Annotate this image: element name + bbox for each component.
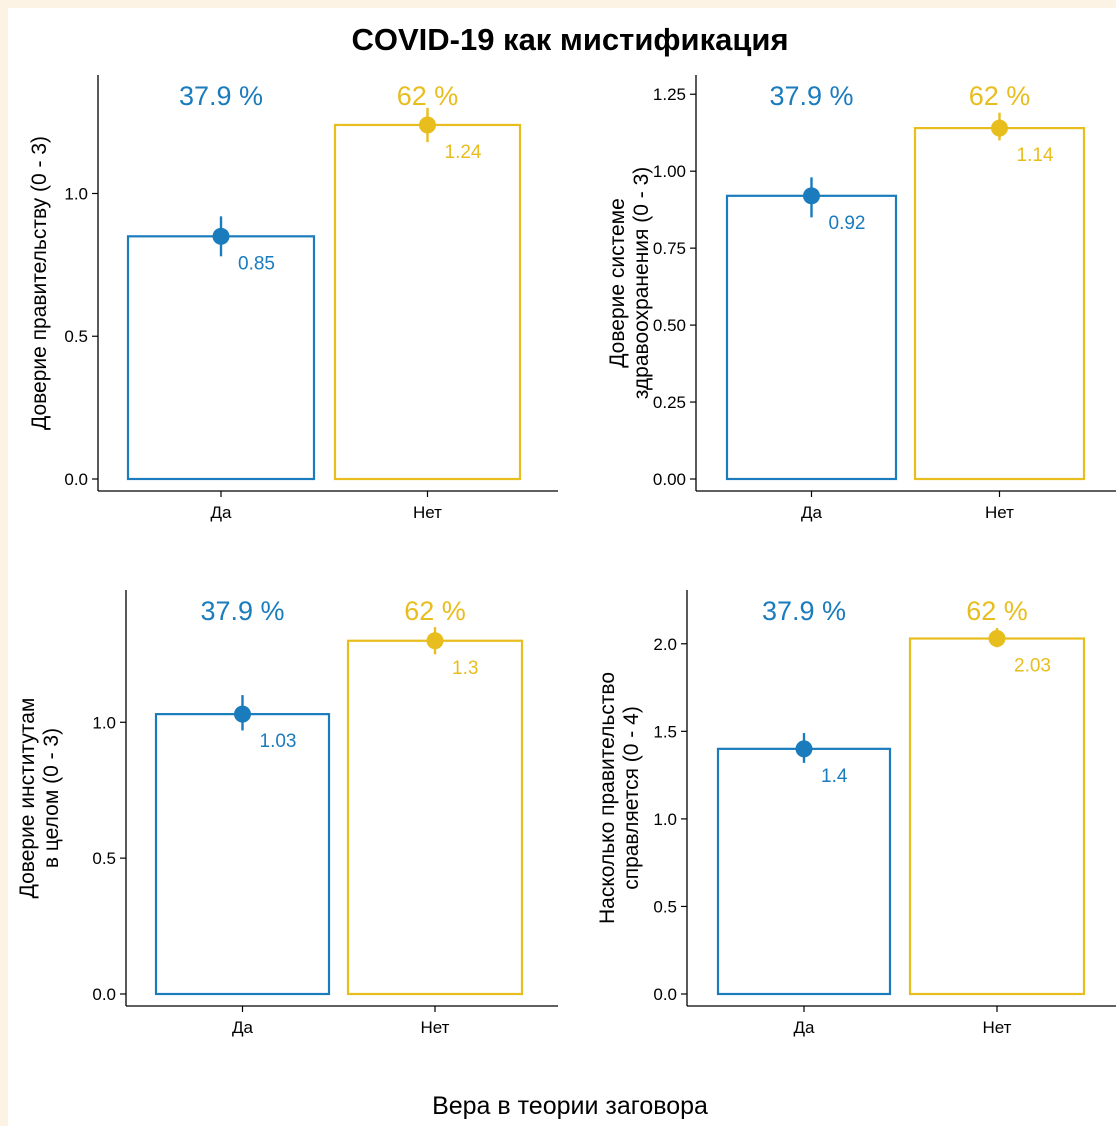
x-tick-label: Нет <box>983 1018 1012 1037</box>
bar <box>333 123 522 481</box>
y-axis-label: Доверие правительству (0 - 3) <box>28 136 51 430</box>
y-tick-label: 1.5 <box>653 722 677 741</box>
y-tick-label: 0.0 <box>653 985 677 1004</box>
y-tick-label: 0.0 <box>64 470 88 489</box>
y-axis-label: Доверие системездравоохранения (0 - 3) <box>606 167 653 400</box>
y-axis-label: Доверие институтамв целом (0 - 3) <box>16 698 63 899</box>
value-label: 0.85 <box>238 253 275 274</box>
chart-panel: 0.0 0.5 1.0 Доверие институтамв целом (0 - … <box>16 590 558 1037</box>
figure-canvas: COVID-19 как мистификация 0.0 0.5 1.0 Довер… <box>8 8 1116 1126</box>
x-tick-label: Нет <box>421 1018 450 1037</box>
value-label: 1.24 <box>445 142 482 163</box>
y-tick-label: 1.0 <box>64 184 88 203</box>
chart-panels: 0.0 0.5 1.0 Доверие правительству (0 - 3) Да… <box>16 75 1116 1037</box>
percent-label: 37.9 % <box>769 81 853 111</box>
y-axis-label-line: Насколько правительство <box>596 672 619 924</box>
data-point <box>991 119 1008 137</box>
y-tick-label: 0.75 <box>653 239 686 258</box>
bar <box>913 126 1086 481</box>
percent-label: 37.9 % <box>200 596 284 626</box>
percent-label: 37.9 % <box>179 81 263 111</box>
y-tick-label: 0.25 <box>653 393 686 412</box>
bar <box>346 639 524 996</box>
x-tick-label: Да <box>794 1018 816 1037</box>
bar <box>908 637 1086 996</box>
percent-label: 62 % <box>404 596 466 626</box>
y-tick-label: 0.5 <box>64 327 88 346</box>
value-label: 0.92 <box>829 213 866 234</box>
y-tick-label: 0.00 <box>653 470 686 489</box>
y-axis-label-line: Доверие институтам <box>16 698 39 899</box>
y-tick-label: 0.5 <box>653 897 677 916</box>
y-tick-label: 0.50 <box>653 316 686 335</box>
data-point <box>426 632 444 650</box>
percent-label: 62 % <box>966 596 1028 626</box>
value-label: 2.03 <box>1014 656 1051 677</box>
y-axis-label-line: в целом (0 - 3) <box>40 728 63 868</box>
data-point <box>795 740 813 758</box>
x-axis-label: Вера в теории заговора <box>432 1092 708 1120</box>
chart-panel: 0.00 0.25 0.50 0.75 1.00 1.25 Доверие системез… <box>606 75 1116 522</box>
data-point <box>234 705 251 723</box>
bar <box>126 235 316 481</box>
data-point <box>419 116 436 134</box>
data-point <box>212 227 230 245</box>
y-tick-label: 0.0 <box>92 985 116 1004</box>
chart-panel: 0.0 0.5 1.0 1.5 2.0 Насколько правительствосп… <box>596 590 1116 1037</box>
y-tick-label: 1.0 <box>92 713 116 732</box>
x-tick-label: Да <box>801 503 823 522</box>
bar <box>154 713 331 996</box>
y-axis-label-line: здравоохранения (0 - 3) <box>630 167 653 400</box>
y-axis-label-line: справляется (0 - 4) <box>620 706 643 890</box>
percent-label: 62 % <box>969 81 1031 111</box>
y-axis-label: Насколько правительствосправляется (0 - … <box>596 672 643 924</box>
percent-label: 62 % <box>397 81 459 111</box>
x-tick-label: Нет <box>985 503 1014 522</box>
x-tick-label: Нет <box>413 503 442 522</box>
data-point <box>988 630 1006 648</box>
percent-label: 37.9 % <box>762 596 846 626</box>
y-tick-label: 1.00 <box>653 162 686 181</box>
chart-figure: COVID-19 как мистификация 0.0 0.5 1.0 Довер… <box>16 22 1116 1120</box>
value-label: 1.4 <box>821 766 848 787</box>
y-tick-label: 0.5 <box>92 849 116 868</box>
value-label: 1.14 <box>1017 145 1054 166</box>
value-label: 1.03 <box>260 731 297 752</box>
data-point <box>803 187 820 205</box>
x-tick-label: Да <box>232 1018 254 1037</box>
figure-title: COVID-19 как мистификация <box>351 22 788 57</box>
bar <box>716 747 892 996</box>
y-tick-label: 1.0 <box>653 810 677 829</box>
value-label: 1.3 <box>452 658 478 679</box>
y-axis-label-line: Доверие системе <box>606 198 629 368</box>
chart-panel: 0.0 0.5 1.0 Доверие правительству (0 - 3) Да… <box>28 75 558 522</box>
y-tick-label: 1.25 <box>653 85 686 104</box>
x-tick-label: Да <box>211 503 233 522</box>
bar <box>725 194 898 481</box>
y-tick-label: 2.0 <box>653 635 677 654</box>
y-axis-label-line: Доверие правительству (0 - 3) <box>28 136 51 430</box>
